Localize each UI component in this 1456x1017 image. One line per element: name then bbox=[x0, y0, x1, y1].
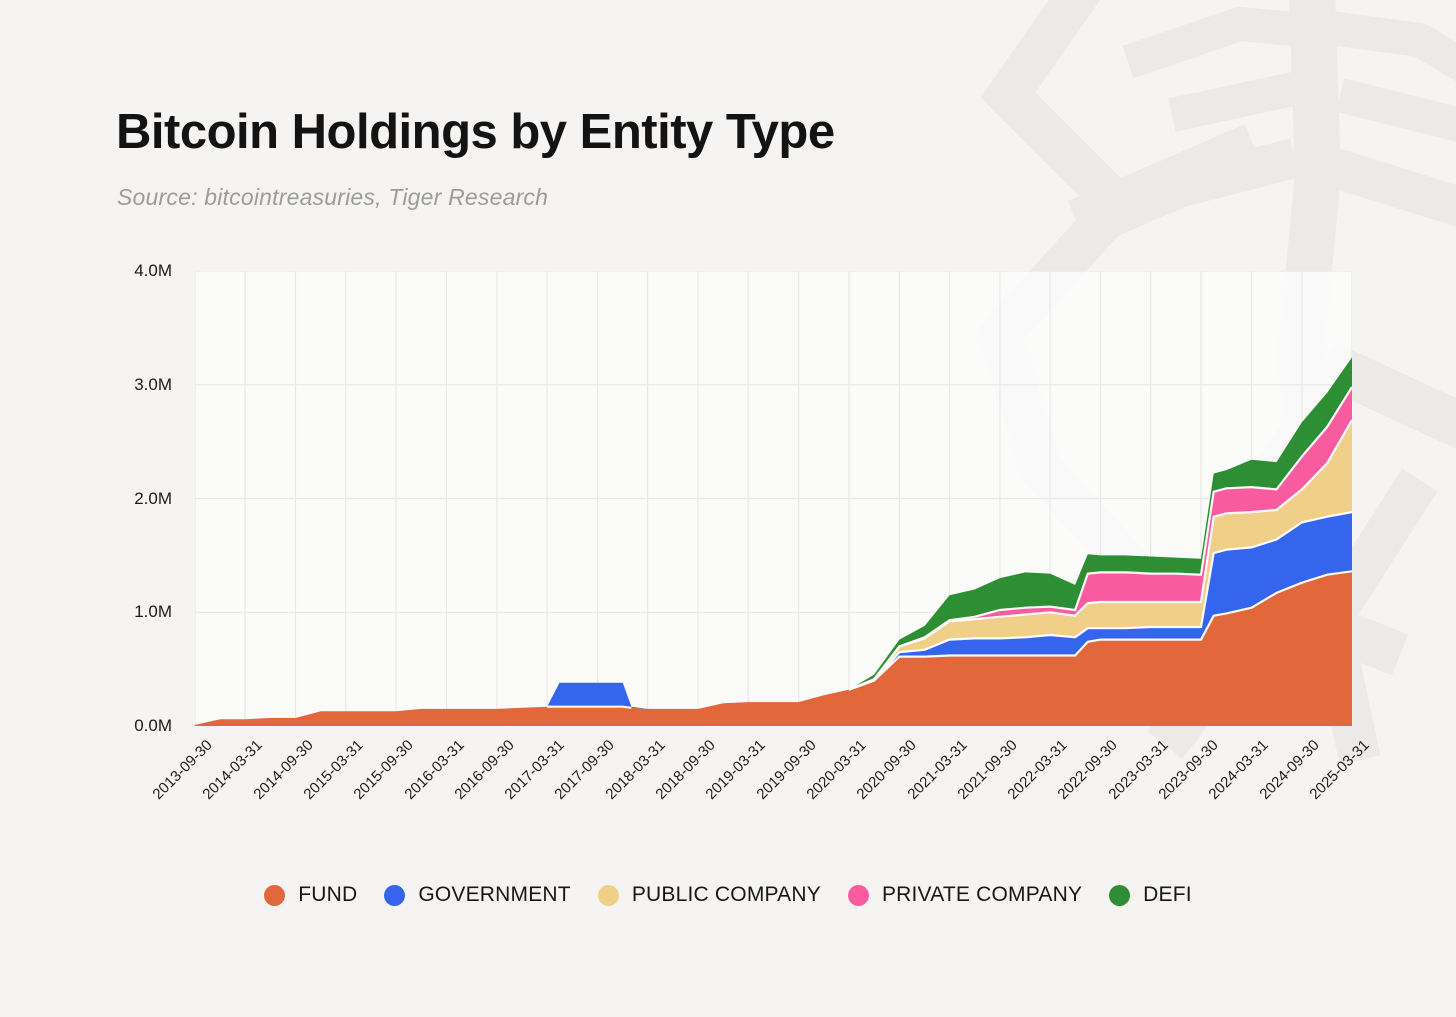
y-axis-label: 2.0M bbox=[134, 488, 172, 508]
stacked-area-chart bbox=[194, 270, 1353, 727]
legend-label: DEFI bbox=[1143, 883, 1192, 906]
band-separator bbox=[547, 570, 1353, 709]
legend-item-public-company: PUBLIC COMPANY bbox=[597, 883, 821, 907]
legend-item-government: GOVERNMENT bbox=[384, 883, 571, 907]
y-axis-label: 1.0M bbox=[134, 602, 172, 622]
legend-item-fund: FUND bbox=[264, 883, 357, 907]
y-axis-label: 4.0M bbox=[134, 261, 172, 280]
chart-legend: FUND GOVERNMENT PUBLIC COMPANY PRIVATE COMP… bbox=[0, 883, 1456, 907]
band-separator bbox=[848, 386, 1353, 691]
legend-item-private-company: PRIVATE COMPANY bbox=[847, 883, 1083, 907]
legend-label: PUBLIC COMPANY bbox=[631, 883, 821, 906]
legend-swatch-icon bbox=[264, 884, 286, 906]
legend-label: GOVERNMENT bbox=[418, 883, 571, 906]
legend-label: PRIVATE COMPANY bbox=[881, 883, 1083, 906]
source-caption: Source: bitcointreasuries, Tiger Researc… bbox=[117, 184, 549, 210]
area-band-fund bbox=[195, 571, 1352, 726]
legend-label: FUND bbox=[298, 883, 358, 906]
x-axis-label: 2013-09-30 bbox=[149, 736, 216, 803]
y-axis-label: 0.0M bbox=[134, 716, 172, 735]
legend-swatch-icon bbox=[384, 884, 406, 906]
legend-swatch-icon bbox=[597, 884, 619, 906]
chart-canvas bbox=[194, 270, 1353, 727]
legend-item-defi: DEFI bbox=[1109, 883, 1192, 907]
page-title: Bitcoin Holdings by Entity Type bbox=[116, 105, 835, 159]
legend-swatch-icon bbox=[1109, 884, 1131, 906]
y-axis-label: 3.0M bbox=[134, 374, 172, 394]
legend-swatch-icon bbox=[847, 884, 869, 906]
band-separator bbox=[848, 511, 1353, 691]
